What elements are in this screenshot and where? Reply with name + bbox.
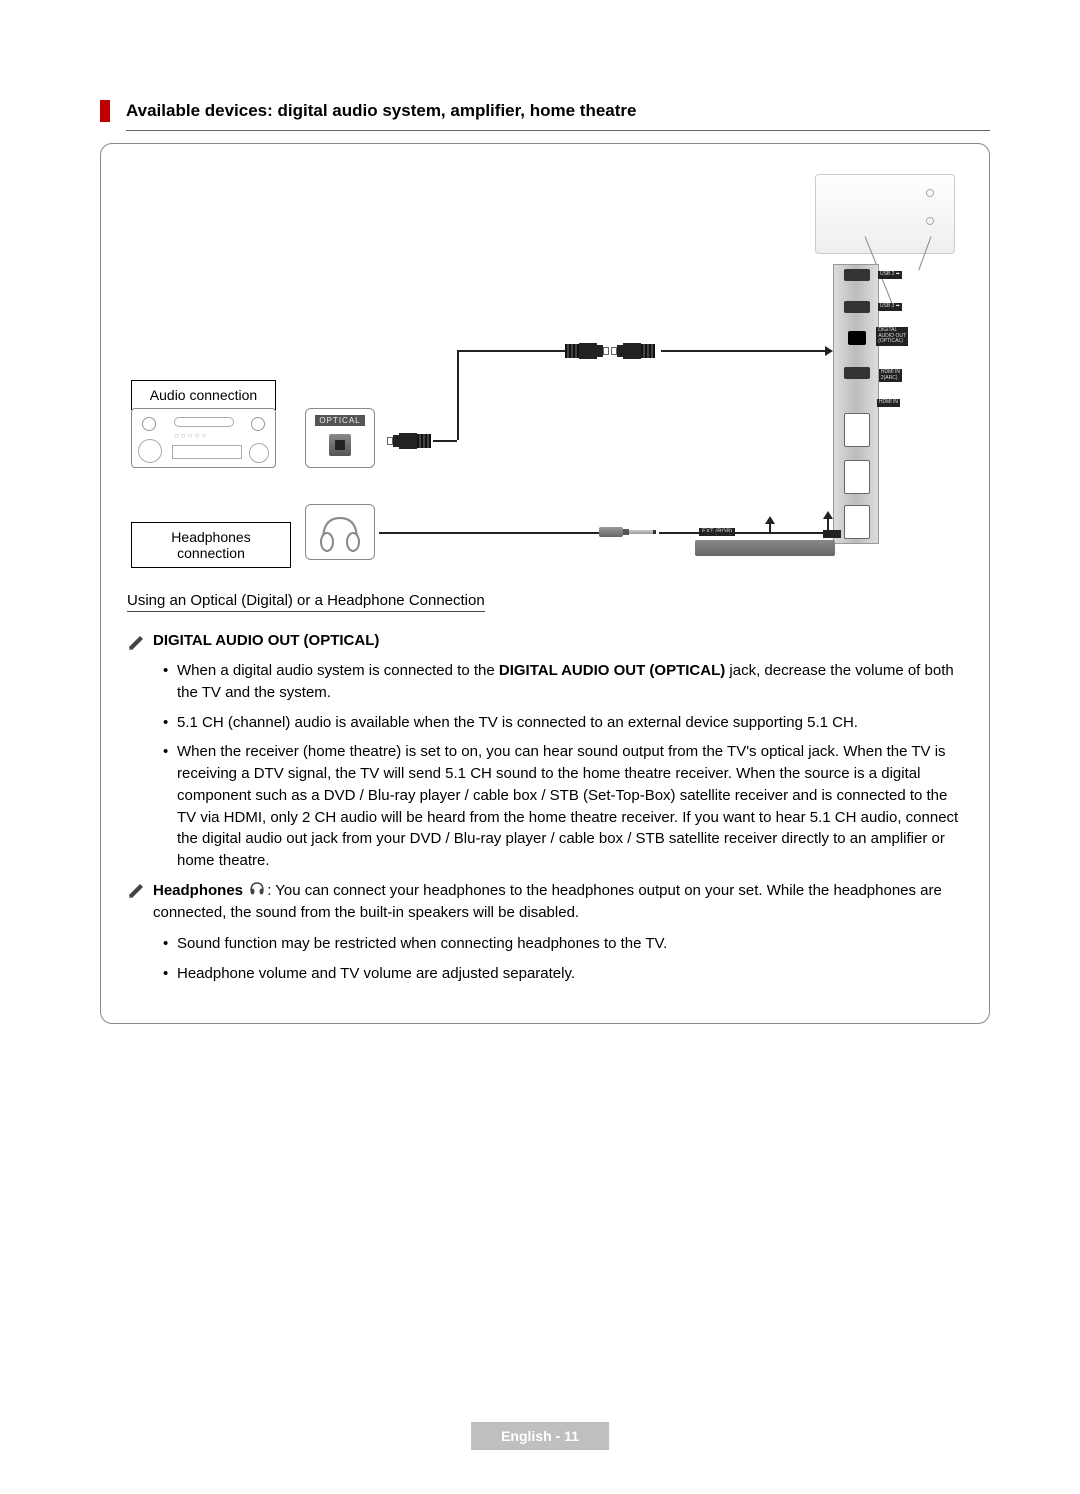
optical-label: OPTICAL: [315, 415, 364, 426]
list-item: 5.1 CH (channel) audio is available when…: [163, 712, 965, 734]
note-headphones: Headphones : You can connect your headph…: [127, 880, 965, 924]
cable-line: [769, 532, 827, 534]
cable-line: [379, 532, 599, 534]
hdmi-port-icon: [844, 460, 870, 494]
audio-connection-label: Audio connection: [131, 380, 276, 410]
cable-line: [457, 350, 565, 352]
amplifier-icon: ○○○○○: [131, 408, 276, 468]
ext-connector-icon: EXT (RGB): [695, 540, 835, 556]
cable-line: [659, 532, 769, 534]
tv-port-strip: USB 2 ⬌ USB 3 ⬌ DIGITAL AUDIO OUT (OPTIC…: [833, 264, 879, 544]
bullet-list-1: When a digital audio system is connected…: [163, 660, 965, 872]
tv-top-icon: [815, 174, 955, 254]
headphones-connection-label: Headphones connection: [131, 522, 291, 568]
headphones-icon-box: [305, 504, 375, 560]
note-digital-audio: DIGITAL AUDIO OUT (OPTICAL): [127, 632, 965, 650]
optical-jack-icon: [329, 434, 351, 456]
cable-line: [433, 440, 457, 442]
port-label-usb2: USB 2 ⬌: [878, 271, 902, 279]
hdmi-port-icon: [844, 367, 870, 379]
connection-diagram: USB 2 ⬌ USB 3 ⬌ DIGITAL AUDIO OUT (OPTIC…: [125, 164, 965, 584]
text-bold: DIGITAL AUDIO OUT (OPTICAL): [499, 662, 725, 679]
note-icon: [127, 882, 145, 898]
list-item: When a digital audio system is connected…: [163, 660, 965, 704]
bullet-list-2: Sound function may be restricted when co…: [163, 933, 965, 985]
divider: [126, 130, 990, 131]
page-footer: English - 11: [471, 1422, 609, 1450]
hdmi-port-icon: [844, 505, 870, 539]
port-label-hdmi2: HDMI IN 2(ARC): [879, 369, 902, 382]
section-title: Available devices: digital audio system,…: [126, 101, 637, 121]
tv-rear-panel: USB 2 ⬌ USB 3 ⬌ DIGITAL AUDIO OUT (OPTIC…: [805, 174, 955, 544]
optical-plug-icon: [611, 342, 655, 360]
list-item: Sound function may be restricted when co…: [163, 933, 965, 955]
optical-port-icon: [848, 331, 866, 345]
port-label-hdmi1: HDMI IN: [877, 399, 900, 407]
accent-bar: [100, 100, 110, 122]
headphones-text: : You can connect your headphones to the…: [153, 882, 942, 921]
port-label-usb3: USB 3 ⬌: [878, 303, 902, 311]
cable-line: [457, 350, 459, 440]
headphones-inline-icon: [249, 880, 265, 902]
optical-port-box: OPTICAL: [305, 408, 375, 468]
note-body: Headphones : You can connect your headph…: [153, 880, 965, 924]
section-header: Available devices: digital audio system,…: [100, 100, 990, 122]
list-item: When the receiver (home theatre) is set …: [163, 741, 965, 872]
list-item: Headphone volume and TV volume are adjus…: [163, 963, 965, 985]
cable-arrow-into-tv: [827, 519, 829, 534]
hdmi-port-icon: [844, 413, 870, 447]
usb-port-icon: [844, 269, 870, 281]
diagram-container: USB 2 ⬌ USB 3 ⬌ DIGITAL AUDIO OUT (OPTIC…: [100, 143, 990, 1024]
usb-port-icon: [844, 301, 870, 313]
text: When a digital audio system is connected…: [177, 662, 499, 679]
headphone-jack-icon: [599, 526, 656, 538]
subsection-heading: Using an Optical (Digital) or a Headphon…: [127, 592, 485, 612]
optical-plug-icon: [387, 432, 431, 450]
note-title: DIGITAL AUDIO OUT (OPTICAL): [153, 632, 379, 649]
headphones-bold: Headphones: [153, 882, 243, 899]
port-label-optical: DIGITAL AUDIO OUT (OPTICAL): [876, 327, 908, 346]
optical-plug-icon: [565, 342, 609, 360]
note-icon: [127, 634, 145, 650]
cable-arrow: [661, 350, 825, 352]
headphones-icon: [317, 512, 363, 552]
